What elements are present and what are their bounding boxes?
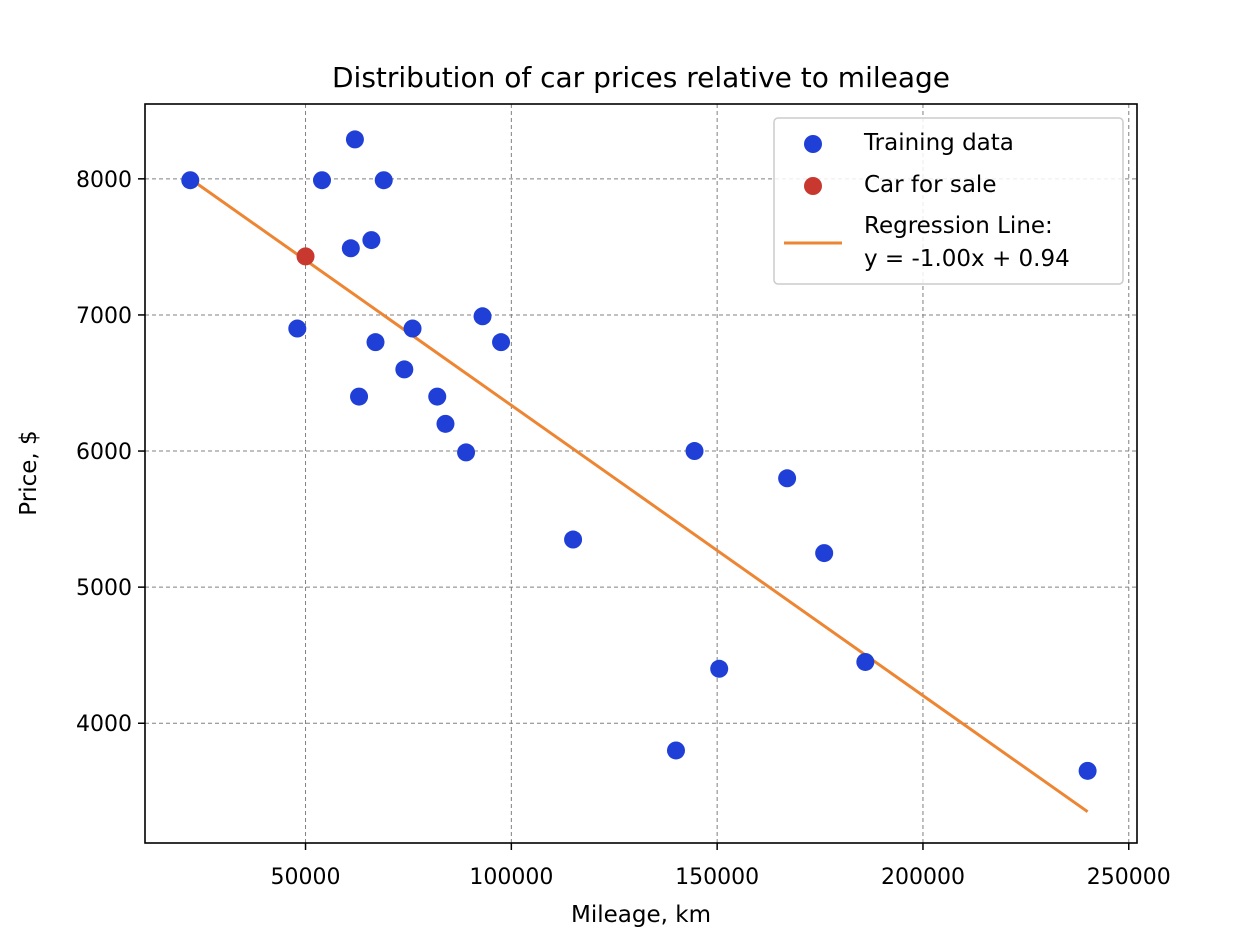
training-data-point: [428, 387, 447, 406]
training-data-point: [778, 469, 797, 488]
training-data-point: [350, 387, 369, 406]
y-tick-label: 8000: [76, 168, 132, 193]
training-data-point: [473, 307, 492, 326]
y-tick-label: 7000: [76, 304, 132, 329]
training-data-point: [181, 171, 200, 190]
training-data-point: [710, 659, 729, 678]
y-tick-label: 5000: [76, 576, 132, 601]
training-data-point: [856, 652, 875, 671]
x-tick-label: 200000: [881, 865, 965, 890]
legend-box: [773, 117, 1124, 285]
training-data-point: [564, 530, 583, 549]
training-data-point: [815, 544, 834, 563]
x-axis-label: Mileage, km: [571, 902, 711, 928]
training-data-point: [395, 360, 414, 379]
training-data-point: [288, 319, 307, 338]
legend-label-car-for-sale: Car for sale: [864, 172, 996, 198]
legend-marker-training-data: [804, 135, 822, 153]
training-data-point: [436, 414, 455, 433]
legend-label-regression-line-2: y = -1.00x + 0.94: [864, 246, 1070, 272]
training-data-point: [457, 443, 476, 462]
chart-title: Distribution of car prices relative to m…: [332, 61, 950, 94]
training-data-point: [341, 239, 360, 258]
x-tick-label: 250000: [1087, 865, 1171, 890]
x-tick-label: 100000: [469, 865, 553, 890]
legend-label-regression-line-1: Regression Line:: [864, 213, 1053, 239]
training-data-point: [362, 231, 381, 250]
training-data-point: [492, 333, 511, 352]
training-data-point: [366, 333, 385, 352]
training-data-point: [345, 130, 364, 149]
x-tick-label: 150000: [675, 865, 759, 890]
legend-label-training-data: Training data: [863, 130, 1014, 156]
training-data-point: [403, 319, 422, 338]
training-data-point: [685, 442, 704, 461]
y-tick-label: 6000: [76, 440, 132, 465]
legend-marker-car-for-sale: [804, 177, 822, 195]
axis-ticks: 50000 100000 150000 200000 250000 4000 5000 600…: [76, 168, 1171, 890]
car-for-sale-point: [296, 247, 315, 266]
plot-frame: [144, 103, 1138, 844]
training-data-point: [374, 171, 393, 190]
y-axis-label: Price, $: [16, 430, 42, 515]
training-data-point: [312, 171, 331, 190]
points-layer: [181, 130, 1097, 780]
legend: Training data Car for sale Regression Li…: [773, 117, 1124, 285]
y-tick-label: 4000: [76, 712, 132, 737]
regression-line: [189, 177, 1089, 813]
training-data-point: [1078, 761, 1097, 780]
x-tick-label: 50000: [271, 865, 341, 890]
training-data-point: [666, 741, 685, 760]
regression-line-layer: [189, 177, 1089, 813]
